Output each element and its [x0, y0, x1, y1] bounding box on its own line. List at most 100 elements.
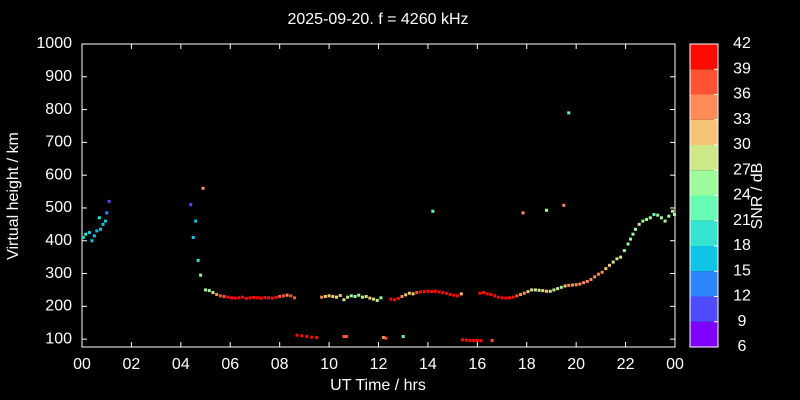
point [478, 291, 482, 295]
point [323, 295, 327, 298]
colorbar-tick-label: 24 [733, 187, 751, 204]
point [526, 290, 530, 294]
point [300, 334, 304, 338]
colorbar-segment [690, 321, 718, 347]
point [419, 290, 423, 294]
point [404, 293, 408, 297]
point [611, 260, 615, 264]
point [515, 294, 519, 298]
point [472, 338, 476, 342]
point [493, 294, 497, 298]
point [559, 285, 563, 289]
point [196, 258, 200, 262]
point [562, 203, 566, 207]
point [504, 296, 508, 300]
point [263, 295, 267, 299]
point [357, 293, 361, 297]
point [259, 296, 263, 300]
x-tick-label: 06 [221, 356, 239, 373]
point [631, 232, 635, 236]
point [255, 296, 259, 300]
point [327, 294, 331, 298]
colorbar-segment [690, 94, 718, 120]
point [92, 234, 96, 238]
x-tick-label: 10 [320, 356, 338, 373]
point [637, 222, 641, 226]
point [90, 239, 94, 243]
colorbar-segment [690, 170, 718, 196]
point [415, 291, 419, 295]
point [437, 290, 441, 294]
point [608, 263, 612, 267]
point [229, 296, 233, 300]
point [400, 295, 404, 298]
point [396, 296, 400, 300]
point [479, 339, 483, 343]
point [381, 335, 385, 339]
point [570, 283, 574, 287]
colorbar-segment [690, 271, 718, 297]
point [81, 235, 85, 239]
point [626, 242, 630, 246]
colorbar-segment [690, 69, 718, 95]
point [189, 203, 193, 207]
point [604, 267, 608, 271]
point [667, 214, 671, 218]
point [349, 294, 353, 298]
point [401, 335, 405, 339]
x-tick-label: 12 [370, 356, 388, 373]
point [372, 297, 376, 301]
point [507, 296, 511, 300]
point [218, 294, 222, 298]
point [600, 270, 604, 274]
colorbar-segment [690, 246, 718, 272]
point [431, 209, 435, 213]
point [281, 294, 285, 298]
x-tick-label: 08 [271, 356, 289, 373]
point [585, 279, 589, 283]
y-tick-label: 700 [45, 134, 72, 151]
point [500, 296, 504, 300]
point [444, 291, 448, 295]
colorbar-tick-label: 42 [733, 35, 751, 52]
y-tick-label: 100 [45, 330, 72, 347]
point [468, 338, 472, 342]
y-tick-label: 900 [45, 68, 72, 85]
colorbar-tick-label: 12 [733, 288, 751, 305]
point [289, 294, 293, 298]
point [292, 296, 296, 300]
point [320, 295, 324, 299]
chart-title: 2025-09-20. f = 4260 kHz [287, 11, 468, 28]
point [393, 298, 397, 302]
point [211, 291, 215, 295]
point [490, 338, 494, 342]
point [222, 295, 226, 298]
point [652, 213, 656, 217]
colorbar-tick-label: 21 [733, 212, 751, 229]
point [648, 216, 652, 220]
y-axis-label: Virtual height / km [5, 132, 22, 260]
x-tick-label: 14 [419, 356, 437, 373]
point [248, 296, 252, 300]
point [331, 295, 335, 298]
point [207, 289, 211, 293]
point [541, 289, 545, 293]
point [522, 291, 526, 295]
point [360, 295, 364, 299]
colorbar-tick-label: 30 [733, 136, 751, 153]
colorbar-tick-label: 33 [733, 111, 751, 128]
point [633, 227, 637, 231]
colorbar-label: SNR / dB [749, 163, 766, 230]
x-tick-label: 16 [468, 356, 486, 373]
point [461, 338, 465, 342]
x-tick-label: 00 [666, 356, 684, 373]
colorbar-segment [690, 119, 718, 145]
point [563, 284, 567, 288]
colorbar-tick-label: 27 [733, 161, 751, 178]
point [252, 295, 256, 299]
x-tick-label: 04 [172, 356, 190, 373]
point [475, 338, 479, 342]
point [545, 208, 549, 212]
point [285, 293, 289, 297]
